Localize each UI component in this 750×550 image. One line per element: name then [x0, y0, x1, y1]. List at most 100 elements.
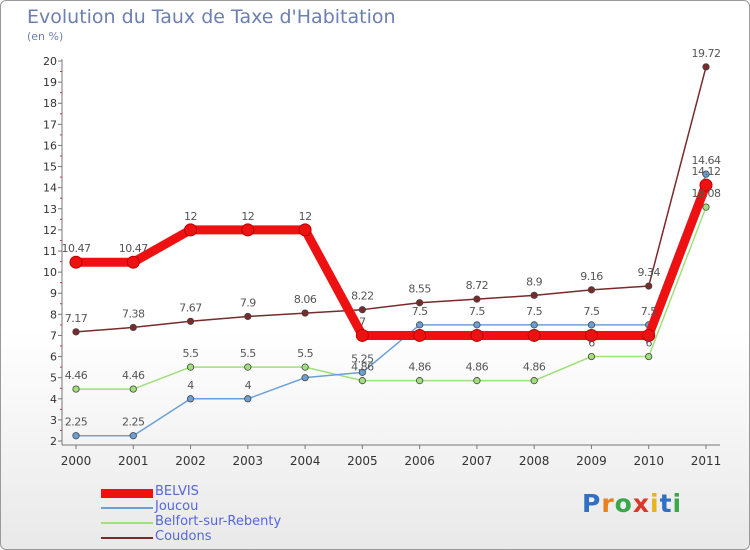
data-label: 4.46: [122, 369, 145, 382]
data-point: [69, 255, 83, 269]
data-point: [587, 321, 596, 329]
data-label: 19.72: [692, 47, 721, 60]
x-tick-label: 2001: [118, 454, 149, 468]
x-tick-label: 2000: [61, 454, 92, 468]
data-point: [129, 323, 137, 332]
data-point: [530, 321, 538, 329]
legend-label: BELVIS: [155, 484, 199, 499]
data-point: [702, 170, 710, 178]
data-label: 9.16: [580, 270, 603, 283]
data-label: 14.12: [692, 165, 721, 178]
data-point: [473, 321, 481, 329]
data-label: 12: [184, 210, 197, 223]
y-tick-label: 11: [43, 245, 57, 258]
data-label: 6: [588, 337, 595, 350]
data-label: 2.25: [122, 416, 145, 429]
data-point: [416, 299, 424, 307]
data-point: [244, 312, 252, 321]
data-point: [184, 223, 198, 237]
data-point: [72, 385, 80, 393]
data-point: [530, 377, 538, 385]
data-label: 2.25: [65, 416, 88, 429]
y-tick-label: 18: [43, 97, 57, 110]
legend-label: Coudons: [155, 529, 212, 544]
data-point: [186, 363, 195, 371]
data-point: [416, 321, 424, 329]
data-point: [298, 223, 312, 237]
data-label: 8.55: [408, 283, 431, 296]
data-label: 4: [245, 379, 252, 392]
legend-swatch: [101, 522, 153, 524]
y-tick-label: 15: [43, 161, 57, 174]
data-point: [587, 286, 596, 294]
logo-letter: o: [614, 489, 633, 518]
x-tick-label: 2002: [175, 454, 206, 468]
x-tick-label: 2006: [404, 454, 435, 468]
data-label: 7.5: [583, 305, 599, 318]
series-line-joucou: [75, 173, 707, 437]
data-point: [186, 395, 195, 403]
series-line-belfort-sur-rebenty: [75, 206, 707, 390]
data-label: 7.9: [240, 296, 256, 309]
data-label: 4.86: [351, 361, 374, 374]
y-tick-label: 9: [50, 287, 57, 300]
data-point: [241, 223, 255, 237]
x-tick-label: 2007: [462, 454, 493, 468]
legend-label: Belfort-sur-Rebenty: [155, 514, 282, 529]
data-label: 5.25: [351, 352, 374, 365]
data-point: [244, 363, 252, 371]
data-label: 13.08: [692, 187, 721, 200]
data-label: 4.86: [408, 361, 431, 374]
logo-letter: t: [659, 489, 673, 518]
chart-subtitle: (en %): [27, 30, 64, 43]
data-point: [358, 306, 366, 314]
legend-swatch: [101, 537, 153, 539]
chart-title: Evolution du Taux de Taxe d'Habitation: [27, 6, 396, 28]
data-point: [358, 368, 366, 376]
data-label: 6: [645, 337, 652, 350]
legend-swatch: [101, 488, 153, 498]
data-point: [645, 282, 653, 290]
data-point: [473, 295, 481, 303]
legend-swatch: [101, 507, 153, 509]
data-point: [301, 309, 309, 317]
data-point: [72, 328, 80, 336]
x-tick-label: 2010: [633, 454, 664, 468]
y-tick-label: 2: [50, 435, 57, 448]
data-point: [301, 374, 309, 382]
data-label: 7.5: [412, 305, 428, 318]
data-label: 14.64: [692, 154, 721, 167]
data-point: [699, 178, 713, 192]
data-label: 7: [359, 315, 366, 328]
y-tick-label: 6: [50, 351, 57, 364]
x-tick-label: 2011: [691, 454, 722, 468]
proxiti-logo: Proxiti: [582, 489, 682, 518]
data-point: [244, 395, 252, 403]
y-tick-label: 4: [50, 393, 57, 406]
y-tick-label: 5: [50, 372, 57, 385]
data-label: 8.22: [351, 290, 374, 303]
data-label: 8.06: [294, 293, 317, 306]
data-label: 7.67: [179, 301, 202, 314]
logo-letter: i: [650, 489, 660, 518]
data-point: [126, 255, 140, 269]
data-point: [416, 377, 424, 385]
data-label: 4.86: [523, 361, 546, 374]
data-label: 7.5: [641, 305, 657, 318]
logo-letter: r: [601, 489, 615, 518]
data-label: 5.5: [240, 347, 256, 360]
data-point: [358, 377, 366, 385]
data-point: [527, 328, 541, 342]
data-point: [645, 352, 653, 361]
y-tick-label: 19: [43, 76, 57, 89]
y-tick-label: 16: [43, 139, 57, 152]
data-point: [642, 328, 656, 342]
y-tick-label: 13: [43, 203, 57, 216]
x-tick-label: 2003: [233, 454, 264, 468]
data-label: 7.38: [122, 307, 145, 320]
data-point: [129, 432, 137, 440]
y-tick-label: 14: [43, 182, 57, 195]
legend-label: Joucou: [155, 499, 199, 514]
data-label: 4: [187, 379, 194, 392]
